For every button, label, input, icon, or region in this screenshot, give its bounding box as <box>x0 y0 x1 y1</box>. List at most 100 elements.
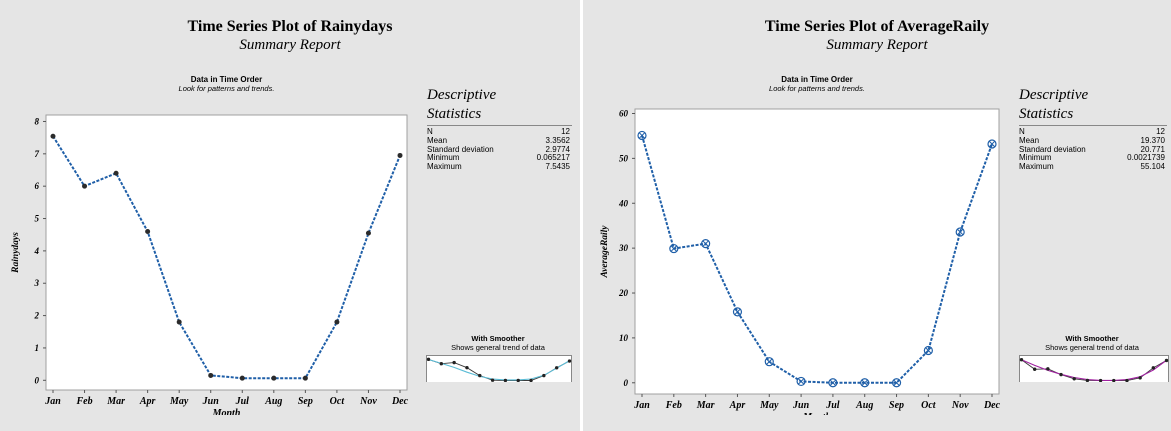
stats-value: 55.104 <box>1140 162 1165 172</box>
mini-data-point <box>1138 376 1142 380</box>
x-axis-label: Month <box>802 412 831 415</box>
mini-data-point <box>478 373 482 378</box>
data-point <box>828 378 838 388</box>
y-tick-label: 0 <box>624 378 629 388</box>
data-point <box>891 378 902 388</box>
x-tick-label: Jul <box>235 396 250 407</box>
x-tick-label: Feb <box>665 400 682 411</box>
data-point-cross <box>798 378 805 385</box>
data-point <box>987 139 997 149</box>
x-tick-label: Nov <box>359 396 377 407</box>
stats-label: Mean <box>1019 135 1040 145</box>
stats-value: 12 <box>1156 127 1165 136</box>
data-point <box>334 319 340 325</box>
mini-data-point <box>452 360 456 365</box>
data-point <box>50 133 56 139</box>
stats-table: N 12 Mean 3.3562 Standard deviation 2.9774 … <box>427 127 570 172</box>
y-axis-label: Rainydays <box>11 232 21 274</box>
stats-title-line2: Statistics <box>1019 106 1074 122</box>
mini-data-point <box>1164 358 1169 363</box>
stats-label: Mean <box>427 135 448 145</box>
stats-row-mean: Mean 3.3562 <box>427 135 570 146</box>
data-point-cross <box>639 132 645 139</box>
stats-value: 7.5435 <box>545 162 570 172</box>
stats-label: N <box>427 127 433 136</box>
data-point <box>732 307 743 317</box>
stats-value: 19.370 <box>1140 135 1165 145</box>
mini-plot-area <box>426 355 572 382</box>
stats-row-mean: Mean 19.370 <box>1019 135 1165 146</box>
y-tick-label: 40 <box>618 198 629 208</box>
mini-data-point <box>516 378 520 382</box>
y-tick-label: 2 <box>34 311 40 321</box>
data-point <box>796 376 806 387</box>
mini-plot-title: With Smoother <box>1065 334 1118 343</box>
data-point <box>113 170 119 176</box>
y-tick-label: 30 <box>618 243 629 253</box>
data-point-cross <box>702 240 709 247</box>
mini-data-point <box>1151 366 1156 370</box>
data-point <box>302 375 308 381</box>
data-point <box>239 375 245 381</box>
mini-data-point <box>1019 358 1024 362</box>
y-tick-label: 5 <box>35 214 40 224</box>
mini-data-point <box>465 365 469 370</box>
stats-label: Maximum <box>427 162 462 172</box>
y-tick-label: 3 <box>34 278 40 288</box>
mini-data-point <box>1032 367 1037 371</box>
stats-value: 0.065217 <box>536 153 570 163</box>
x-tick-label: Sep <box>298 396 313 407</box>
y-tick-label: 6 <box>35 181 40 191</box>
data-point-cross <box>734 308 741 315</box>
mini-data-point <box>554 366 559 370</box>
data-point <box>271 375 277 381</box>
stats-value: 3.3562 <box>545 135 570 145</box>
plot-title: Data in Time Order <box>781 75 852 84</box>
mini-data-point <box>503 378 508 382</box>
report-title: Time Series Plot of AverageRaily <box>764 18 990 35</box>
data-point-cross <box>670 245 677 252</box>
stats-divider <box>427 125 572 126</box>
x-tick-label: Mar <box>106 396 125 407</box>
stats-row-min: Minimum 0.0021739 <box>1019 154 1165 163</box>
y-tick-label: 1 <box>35 343 40 353</box>
data-point <box>176 319 182 325</box>
x-tick-label: May <box>759 400 779 411</box>
stats-title-line1: Descriptive <box>1019 87 1089 103</box>
smoother-plot-rainydays <box>426 355 572 382</box>
stats-value: 2.9774 <box>545 144 570 154</box>
stats-label: Minimum <box>1019 153 1052 163</box>
stats-value: 0.0021739 <box>1127 153 1165 163</box>
plot-area <box>634 108 1000 395</box>
x-tick-label: Apr <box>729 400 746 411</box>
x-tick-label: Oct <box>330 396 346 407</box>
x-tick-label: Aug <box>264 396 282 407</box>
data-point <box>955 227 965 237</box>
mini-data-point <box>426 357 431 362</box>
x-tick-label: Oct <box>921 400 937 411</box>
data-point <box>145 228 151 234</box>
y-tick-label: 50 <box>619 153 629 163</box>
mini-data-point <box>1072 377 1076 381</box>
mini-data-point <box>529 378 533 382</box>
stats-title: Descriptive Statistics <box>1019 86 1088 124</box>
stats-value: 20.771 <box>1140 144 1165 154</box>
data-point <box>208 372 214 378</box>
y-tick-label: 0 <box>35 375 40 385</box>
report-subtitle: Summary Report <box>826 37 928 53</box>
stats-row-max: Maximum 7.5435 <box>427 162 570 172</box>
stats-row-min: Minimum 0.065217 <box>427 154 570 163</box>
y-tick-label: 60 <box>619 108 629 118</box>
stats-table: N 12 Mean 19.370 Standard deviation 20.771 … <box>1019 127 1165 172</box>
data-point <box>860 378 870 388</box>
stats-value: 12 <box>561 127 570 136</box>
mini-data-point <box>1059 372 1063 377</box>
data-point <box>669 243 679 254</box>
data-point-cross <box>861 379 868 386</box>
x-tick-label: Dec <box>391 396 409 407</box>
y-tick-label: 8 <box>35 116 40 126</box>
y-tick-label: 7 <box>35 149 40 159</box>
